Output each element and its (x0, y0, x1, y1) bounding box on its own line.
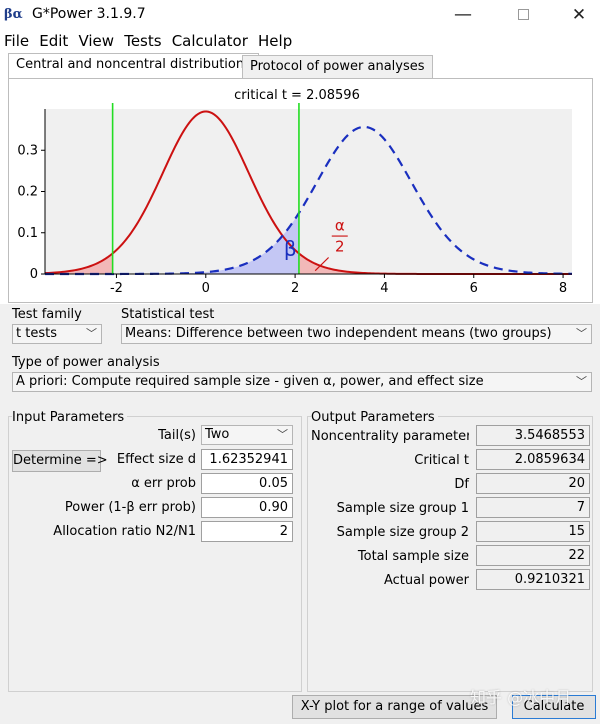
sample-size-group2-label: Sample size group 2 (336, 525, 469, 540)
statistical-test-label: Statistical test (121, 307, 215, 322)
input-parameters-title: Input Parameters (12, 410, 128, 425)
output-parameters-group (307, 416, 593, 692)
df-label: Df (454, 477, 469, 492)
alpha-pointer-arrow (314, 257, 330, 272)
title-bar: βα G*Power 3.1.9.7 — ✕ (0, 0, 600, 30)
distribution-plot: critical t = 2.08596 -2 0 2 4 6 8 00.10.20.3 … (17, 88, 573, 296)
determine-button[interactable]: Determine => (12, 450, 108, 472)
calculate-button[interactable]: Calculate (512, 695, 596, 719)
maximize-button[interactable] (506, 4, 540, 26)
y-tick-label: 0 (30, 267, 38, 282)
alpha-half-denominator: 2 (335, 237, 345, 255)
menu-calculator[interactable]: Calculator (171, 32, 248, 50)
alpha-err-label: α err prob (131, 476, 196, 491)
tails-label: Tail(s) (158, 428, 196, 443)
power-analysis-label: Type of power analysis (12, 355, 160, 370)
effect-size-label: Effect size d (116, 452, 196, 467)
app-logo-icon: βα (4, 7, 23, 22)
minimize-button[interactable]: — (454, 4, 472, 25)
total-sample-size-value: 22 (476, 545, 590, 566)
test-family-select[interactable]: t tests ﹀ (12, 324, 102, 344)
distribution-plot-panel: critical t = 2.08596 -2 0 2 4 6 8 0 0.1 0.2 0.3 … (8, 78, 593, 303)
actual-power-value: 0.9210321 (476, 569, 590, 590)
close-button[interactable]: ✕ (571, 5, 587, 25)
power-field[interactable]: 0.90 (201, 497, 293, 518)
x-tick-label: -2 (110, 281, 123, 296)
critical-t-output-label: Critical t (414, 453, 469, 468)
xy-plot-button[interactable]: X-Y plot for a range of values (292, 695, 497, 719)
watermark-text: 知乎 @冰中月 (470, 688, 572, 707)
menu-file[interactable]: File (4, 32, 30, 50)
tails-select[interactable]: Two ﹀ (201, 425, 293, 445)
tails-value: Two (205, 427, 230, 442)
x-tick-label: 2 (291, 281, 299, 296)
critical-t-label: critical t = 2.08596 (234, 88, 360, 103)
noncentral-distribution-curve (45, 125, 573, 276)
menu-edit[interactable]: Edit (39, 32, 69, 50)
x-tick-label: 0 (202, 281, 210, 296)
y-tick-label: 0.2 (17, 185, 38, 200)
actual-power-label: Actual power (383, 573, 469, 588)
sample-size-group1-value: 7 (476, 497, 590, 518)
statistical-test-value: Means: Difference between two independen… (125, 326, 552, 341)
output-parameters-title: Output Parameters (311, 410, 438, 425)
chevron-down-icon: ﹀ (576, 375, 587, 388)
power-analysis-select[interactable]: A priori: Compute required sample size -… (12, 372, 592, 392)
menu-help[interactable]: Help (258, 32, 293, 50)
alpha-region (45, 253, 572, 274)
df-value: 20 (476, 473, 590, 494)
tab-distributions[interactable]: Central and noncentral distributions (8, 53, 259, 78)
sample-size-group2-value: 15 (476, 521, 590, 542)
beta-region (45, 212, 299, 274)
alpha-half-numerator: α (335, 217, 345, 235)
sample-size-group1-label: Sample size group 1 (336, 501, 469, 516)
input-parameters-group (8, 416, 302, 692)
critical-t-output-value: 2.0859634 (476, 449, 590, 470)
power-analysis-value: A priori: Compute required sample size -… (16, 374, 484, 389)
x-tick-label: 6 (470, 281, 478, 296)
y-tick-label: 0.1 (17, 226, 38, 241)
menu-tests[interactable]: Tests (124, 32, 162, 50)
x-tick-label: 4 (380, 281, 388, 296)
plot-area (45, 109, 572, 274)
test-family-label: Test family (12, 307, 82, 322)
maximize-icon (517, 9, 529, 20)
test-family-value: t tests (16, 326, 57, 341)
chevron-down-icon: ﹀ (576, 327, 587, 340)
chevron-down-icon: ﹀ (277, 428, 288, 441)
beta-label: β (284, 236, 297, 260)
menu-bar: File Edit View Tests Calculator Help (0, 30, 600, 52)
statistical-test-select[interactable]: Means: Difference between two independen… (121, 324, 592, 344)
noncentrality-value: 3.5468553 (476, 425, 590, 446)
allocation-ratio-field[interactable]: 2 (201, 521, 293, 542)
alpha-err-field[interactable]: 0.05 (201, 473, 293, 494)
x-tick-label: 8 (559, 281, 567, 296)
allocation-ratio-label: Allocation ratio N2/N1 (53, 524, 196, 539)
effect-size-field[interactable]: 1.62352941 (201, 449, 293, 470)
noncentrality-label: Noncentrality parameter δ (311, 429, 469, 444)
window-title: G*Power 3.1.9.7 (32, 6, 146, 22)
total-sample-size-label: Total sample size (357, 549, 469, 564)
y-tick-label: 0.3 (17, 143, 38, 158)
chevron-down-icon: ﹀ (86, 327, 97, 340)
tab-protocol[interactable]: Protocol of power analyses (242, 55, 433, 78)
menu-view[interactable]: View (78, 32, 115, 50)
power-label: Power (1-β err prob) (64, 500, 196, 515)
